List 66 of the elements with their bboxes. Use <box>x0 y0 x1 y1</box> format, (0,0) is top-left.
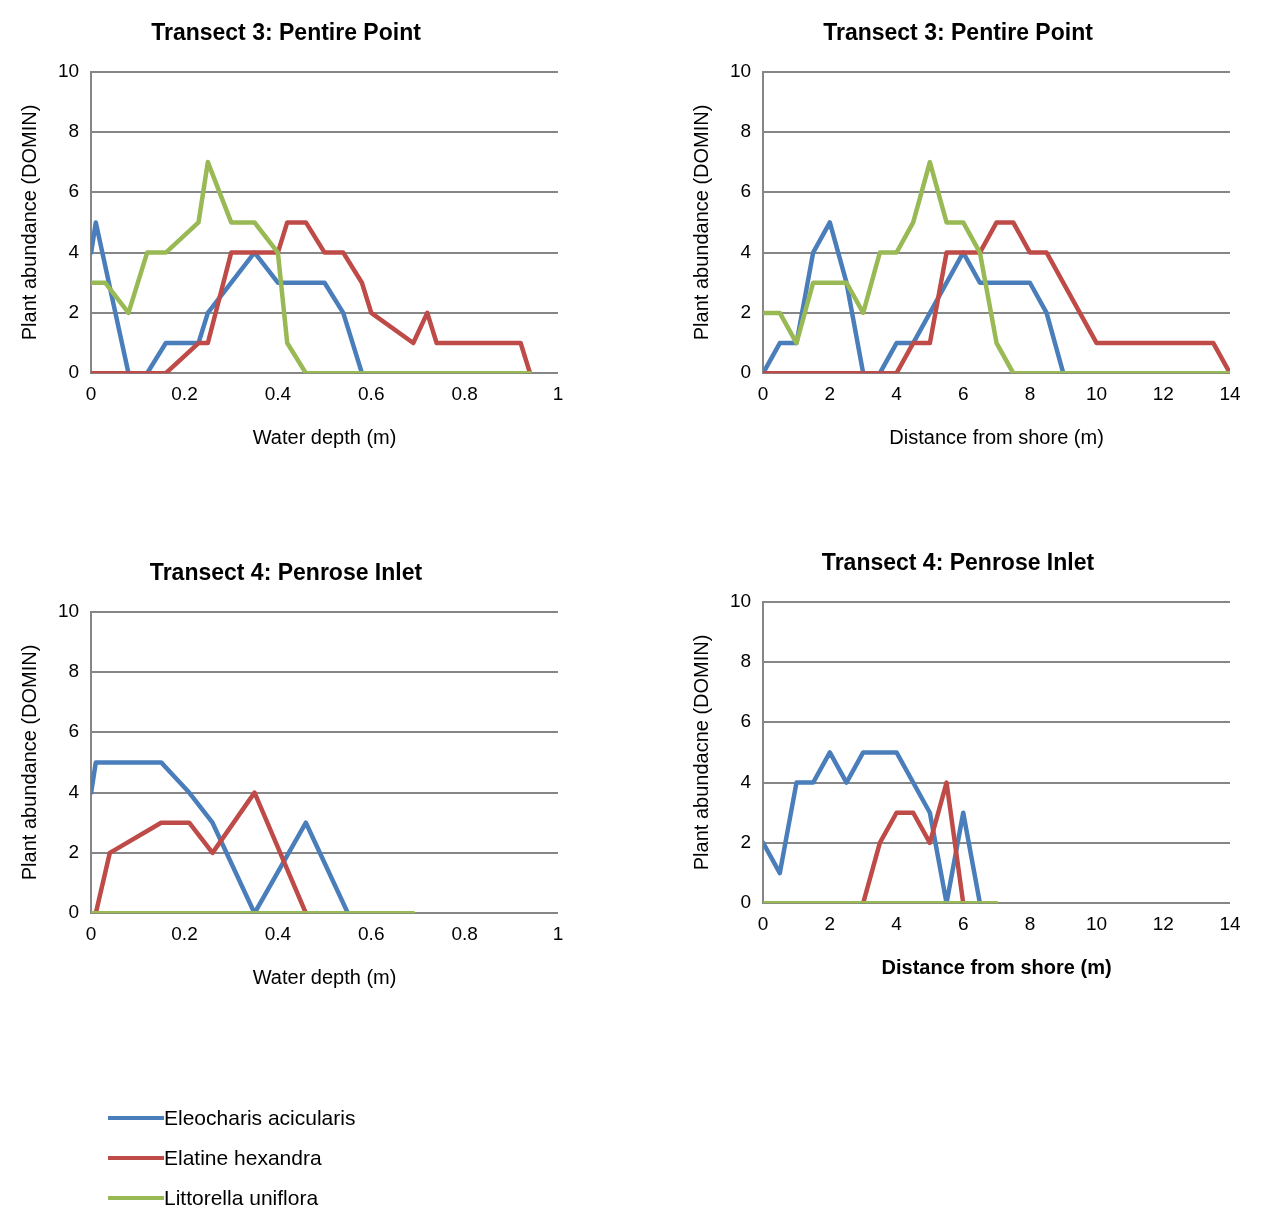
y-tick-label: 6 <box>740 710 752 732</box>
y-tick-label: 6 <box>68 720 80 742</box>
x-tick-label: 1 <box>552 382 564 404</box>
x-tick-label: 0.8 <box>451 382 478 404</box>
y-tick-label: 8 <box>740 120 752 142</box>
x-axis-title: Water depth (m) <box>252 965 397 988</box>
chart-title: Transect 4: Penrose Inlet <box>149 559 423 586</box>
y-tick-label: 0 <box>740 361 752 383</box>
y-tick-label: 6 <box>68 180 80 202</box>
x-tick-label: 0.8 <box>451 922 478 944</box>
x-tick-label: 12 <box>1152 382 1174 404</box>
x-tick-label: 2 <box>824 912 836 934</box>
x-tick-label: 4 <box>891 382 903 404</box>
y-tick-label: 2 <box>68 841 80 863</box>
y-axis-title: Plant abundance (DOMIN) <box>17 644 40 881</box>
x-tick-label: 10 <box>1086 912 1108 934</box>
y-tick-label: 10 <box>57 59 80 81</box>
chart-title: Transect 3: Pentire Point <box>151 19 422 46</box>
y-tick-label: 10 <box>729 59 752 81</box>
x-tick-label: 8 <box>1024 382 1036 404</box>
x-tick-label: 10 <box>1086 382 1108 404</box>
x-tick-label: 0.4 <box>264 922 292 944</box>
y-axis-title: Plant abundance (DOMIN) <box>17 104 40 341</box>
y-tick-label: 2 <box>740 831 752 853</box>
x-tick-label: 0 <box>757 912 769 934</box>
x-tick-label: 0.2 <box>171 382 198 404</box>
x-tick-label: 4 <box>891 912 903 934</box>
x-tick-label: 1 <box>552 922 564 944</box>
x-axis-title: Distance from shore (m) <box>889 425 1104 448</box>
y-tick-label: 0 <box>68 361 80 383</box>
y-tick-label: 2 <box>68 301 80 323</box>
y-axis-title: Plant abundacne (DOMIN) <box>689 634 712 871</box>
legend-label: Eleocharis acicularis <box>164 1106 356 1130</box>
x-tick-label: 0 <box>85 922 97 944</box>
y-tick-label: 0 <box>740 891 752 913</box>
x-tick-label: 6 <box>957 912 969 934</box>
x-tick-label: 0.4 <box>264 382 292 404</box>
y-tick-label: 8 <box>740 650 752 672</box>
y-axis-title: Plant abundance (DOMIN) <box>689 104 712 341</box>
y-tick-label: 6 <box>740 180 752 202</box>
x-tick-label: 0 <box>85 382 97 404</box>
x-tick-label: 8 <box>1024 912 1036 934</box>
y-tick-label: 10 <box>729 589 752 611</box>
legend-label: Elatine hexandra <box>164 1146 322 1170</box>
chart-title: Transect 4: Penrose Inlet <box>821 549 1095 576</box>
y-tick-label: 4 <box>68 780 80 802</box>
x-tick-label: 14 <box>1219 912 1241 934</box>
x-tick-label: 0.6 <box>358 922 385 944</box>
x-tick-label: 12 <box>1152 912 1174 934</box>
x-tick-label: 0.2 <box>171 922 198 944</box>
y-tick-label: 8 <box>68 660 80 682</box>
y-tick-label: 2 <box>740 301 752 323</box>
y-tick-label: 4 <box>740 240 752 262</box>
legend-label: Littorella uniflora <box>164 1186 319 1210</box>
x-tick-label: 14 <box>1219 382 1241 404</box>
x-axis-title: Distance from shore (m) <box>881 955 1112 978</box>
y-tick-label: 4 <box>68 240 80 262</box>
y-tick-label: 8 <box>68 120 80 142</box>
x-tick-label: 0 <box>757 382 769 404</box>
x-tick-label: 2 <box>824 382 836 404</box>
y-tick-label: 4 <box>740 770 752 792</box>
chart-title: Transect 3: Pentire Point <box>823 19 1094 46</box>
x-tick-label: 0.6 <box>358 382 385 404</box>
x-tick-label: 6 <box>957 382 969 404</box>
y-tick-label: 10 <box>57 599 80 621</box>
x-axis-title: Water depth (m) <box>252 425 397 448</box>
